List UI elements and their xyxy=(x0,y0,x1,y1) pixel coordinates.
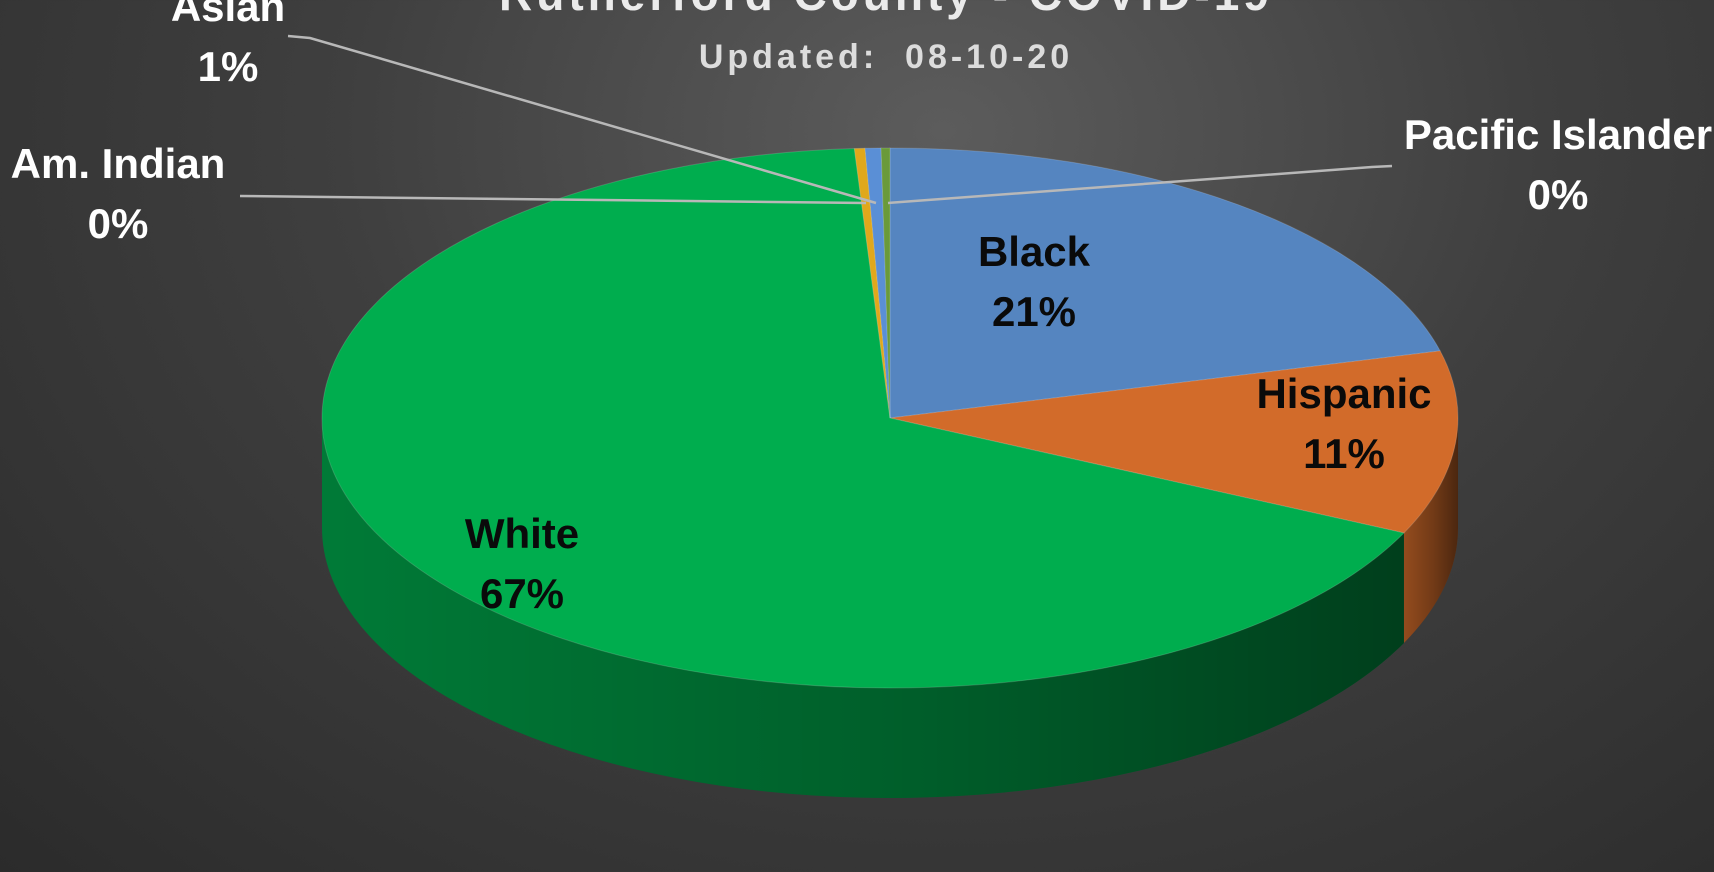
slice-label-pacific-islander: Pacific Islander xyxy=(1404,111,1712,158)
leader-line-pacific-islander xyxy=(887,164,1393,205)
pie-slice-white xyxy=(321,148,1405,689)
leader-lines xyxy=(239,34,1393,205)
pie-slice-black xyxy=(889,147,1441,419)
pie-slice-am-indian xyxy=(853,147,891,419)
leader-line-am-indian xyxy=(239,194,867,205)
slice-percent-black: 21% xyxy=(992,288,1076,335)
slice-labels: Black 21% Hispanic 11% White 67% Am. Indian 0% A… xyxy=(11,0,1712,617)
slice-percent-white: 67% xyxy=(480,570,564,617)
pie-slice-hispanic xyxy=(889,350,1459,534)
slice-label-asian: Asian xyxy=(171,0,285,30)
leader-line-asian xyxy=(287,34,877,205)
slice-label-am-indian: Am. Indian xyxy=(11,140,226,187)
slice-percent-asian: 1% xyxy=(198,43,259,90)
slice-label-white: White xyxy=(465,510,579,557)
slice-label-hispanic: Hispanic xyxy=(1256,370,1431,417)
slice-percent-am-indian: 0% xyxy=(88,200,149,247)
slice-label-black: Black xyxy=(978,228,1091,275)
chart-title: Rutherford County - COVID-19 xyxy=(499,0,1273,20)
pie-slice-pacific-islander xyxy=(880,147,891,419)
chart-subtitle: Updated: 08-10-20 xyxy=(699,38,1073,76)
pie-side-shade-white xyxy=(322,418,1404,798)
pie-side-layer xyxy=(322,418,1458,798)
slice-percent-pacific-islander: 0% xyxy=(1528,171,1589,218)
slice-percent-hispanic: 11% xyxy=(1303,430,1385,477)
pie-top-layer xyxy=(321,147,1459,689)
pie-side-shade-hispanic xyxy=(1403,418,1458,643)
pie-slice-asian xyxy=(864,147,891,419)
